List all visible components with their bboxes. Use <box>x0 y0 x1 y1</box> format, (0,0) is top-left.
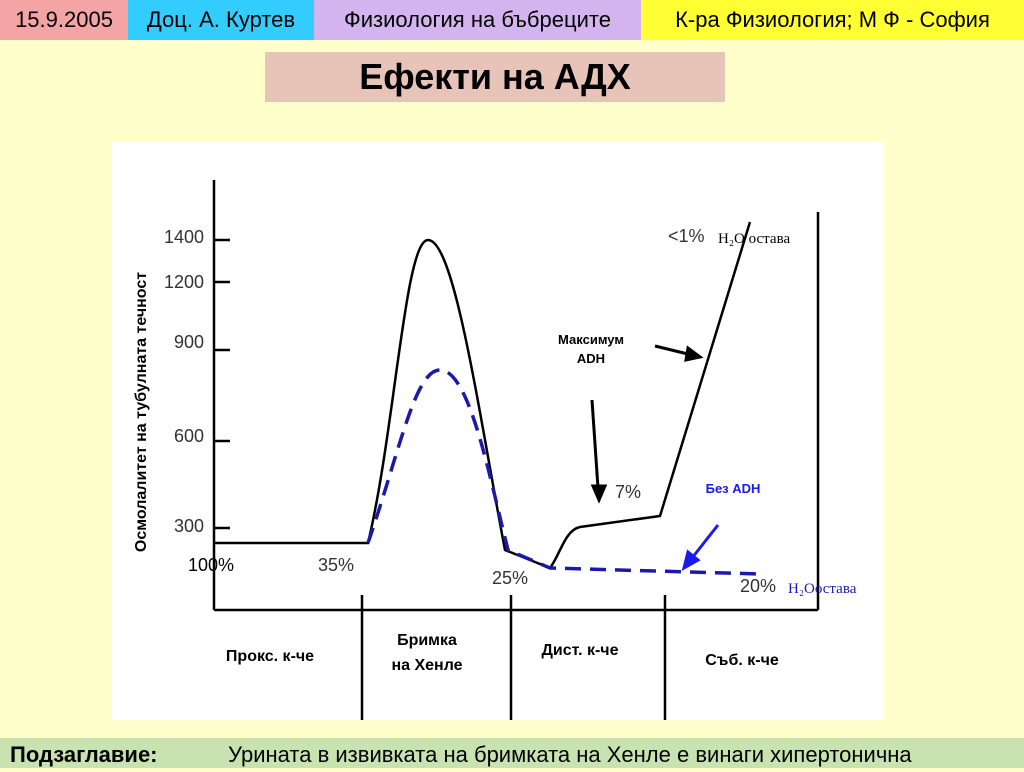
arrows <box>590 344 704 504</box>
annotation: H₂Oостава <box>788 581 857 597</box>
header-department: К-ра Физиология; М Ф - София <box>641 0 1024 40</box>
blue-arrow <box>681 524 720 572</box>
y-axis-title: Осмолалитет на тубулната течност <box>133 272 150 552</box>
y-tick-label: 300 <box>174 516 204 536</box>
segment-label: Бримка <box>397 632 457 649</box>
annotation: Без ADH <box>706 481 761 496</box>
y-tick-label: 900 <box>174 332 204 352</box>
y-tick-label: 600 <box>174 426 204 446</box>
y-tick-label: 1200 <box>164 272 204 292</box>
header-date: 15.9.2005 <box>0 0 128 40</box>
slide-title: Ефекти на АДХ <box>265 52 725 102</box>
percent-label: 7% <box>615 482 641 502</box>
annotation: ADH <box>577 351 605 366</box>
footer-label: Подзаглавие: <box>10 742 158 767</box>
header-topic: Физиология на бъбреците <box>314 0 641 40</box>
segment-label: Съб. к-че <box>705 652 779 669</box>
percent-label: <1% <box>668 226 705 246</box>
percent-label: 100% <box>188 555 234 575</box>
percent-label: 20% <box>740 576 776 596</box>
figure: 1400 1200 900 600 300 Осмолалитет на туб… <box>112 142 884 720</box>
footer: Подзаглавие: Урината в извивката на брим… <box>0 738 1024 768</box>
segment-label: Дист. к-че <box>542 642 619 659</box>
axes <box>212 180 820 720</box>
segment-label: на Хенле <box>391 657 462 674</box>
y-tick-label: 1400 <box>164 227 204 247</box>
percent-label: 25% <box>492 568 528 588</box>
figure-bg <box>112 142 884 720</box>
curve-max-adh <box>214 221 752 570</box>
curve-no-adh <box>366 368 761 576</box>
header-author: Доц. А. Куртев <box>128 0 314 40</box>
footer-text: Урината в извивката на бримката на Хенле… <box>228 742 912 767</box>
annotation: Максимум <box>558 332 624 347</box>
segment-label: Прокс. к-че <box>226 648 314 665</box>
annotation: H₂O остава <box>718 231 790 247</box>
percent-label: 35% <box>318 555 354 575</box>
